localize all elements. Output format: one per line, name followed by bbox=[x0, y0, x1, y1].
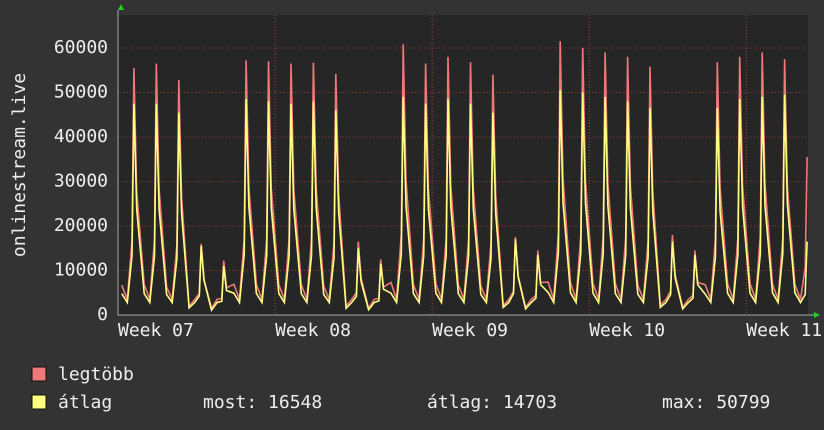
x-arrow bbox=[814, 312, 820, 318]
x-tick-label: Week 08 bbox=[275, 320, 351, 341]
x-tick-label: Week 11 bbox=[746, 320, 822, 341]
y-axis-label: onlinestream.live bbox=[9, 73, 30, 257]
legend-label: átlag bbox=[58, 392, 112, 413]
legend-label: legtöbb bbox=[58, 364, 134, 385]
stat: átlag: 14703 bbox=[427, 392, 557, 413]
stat: max: 50799 bbox=[662, 392, 770, 413]
stat-label: max: bbox=[662, 392, 705, 413]
plot-area bbox=[118, 15, 808, 315]
legend-swatch bbox=[31, 394, 47, 410]
y-tick-label: 50000 bbox=[54, 81, 108, 102]
y-arrow bbox=[118, 4, 124, 10]
series-line bbox=[121, 90, 808, 312]
stat-label: átlag: bbox=[427, 392, 492, 413]
y-tick-label: 40000 bbox=[54, 126, 108, 147]
legend: legtöbb átlag bbox=[31, 364, 134, 413]
stat: most: 16548 bbox=[203, 392, 322, 413]
series-lines bbox=[120, 41, 808, 312]
y-tick-label: 10000 bbox=[54, 259, 108, 280]
y-tick-label: 60000 bbox=[54, 37, 108, 58]
stat-label: most: bbox=[203, 392, 257, 413]
legend-swatch bbox=[31, 366, 47, 382]
stat-value: 50799 bbox=[716, 392, 770, 413]
stat-value: 14703 bbox=[503, 392, 557, 413]
y-tick-label: 0 bbox=[97, 304, 108, 325]
y-tick-label: 30000 bbox=[54, 170, 108, 191]
y-tick-label: 20000 bbox=[54, 215, 108, 236]
x-tick-label: Week 07 bbox=[118, 320, 194, 341]
x-tick-label: Week 09 bbox=[432, 320, 508, 341]
x-tick-label: Week 10 bbox=[589, 320, 665, 341]
stat-value: 16548 bbox=[268, 392, 322, 413]
